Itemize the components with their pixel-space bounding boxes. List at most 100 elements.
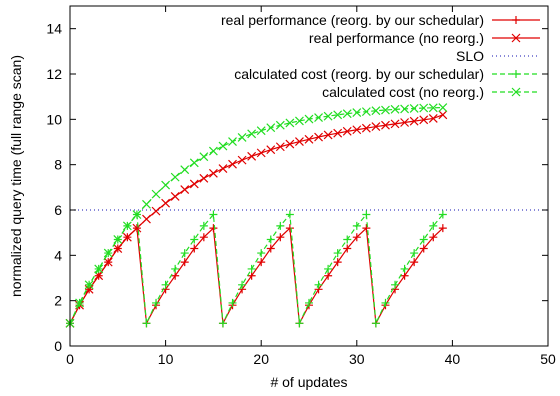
data-point (371, 106, 381, 116)
data-point (171, 264, 180, 273)
legend-label: real performance (reorg. by our schedula… (221, 12, 484, 28)
x-tick-label: 10 (158, 351, 174, 367)
data-point (295, 319, 304, 328)
data-point (257, 258, 266, 267)
data-point (247, 151, 257, 161)
data-point (419, 115, 429, 125)
legend: real performance (reorg. by our schedula… (221, 12, 540, 100)
data-point (180, 185, 190, 195)
data-point (428, 114, 438, 123)
data-point (151, 206, 161, 216)
data-point (381, 105, 390, 115)
data-point (342, 109, 352, 119)
data-point (391, 280, 400, 289)
data-point (256, 126, 266, 136)
data-point (429, 233, 438, 242)
y-tick-label: 14 (46, 21, 62, 37)
legend-marker (512, 16, 520, 24)
data-point (238, 280, 247, 289)
data-point (75, 298, 84, 307)
data-point (304, 114, 314, 124)
data-point (390, 104, 400, 114)
legend-label: real performance (no reorg.) (309, 30, 484, 46)
series-line-4 (69, 106, 443, 324)
data-point (428, 103, 438, 113)
data-point (409, 104, 419, 113)
data-point (256, 148, 266, 158)
data-point (285, 139, 295, 149)
y-axis-label: normalized query time (full range scan) (8, 55, 24, 297)
x-tick-label: 40 (445, 351, 461, 367)
data-point (189, 158, 199, 168)
data-point (123, 221, 132, 230)
data-point (247, 129, 257, 139)
data-point (218, 141, 228, 151)
data-point (132, 210, 141, 219)
data-point (94, 271, 103, 280)
y-tick-label: 10 (46, 111, 62, 127)
data-point (371, 122, 381, 132)
data-point (228, 159, 237, 169)
data-point (180, 165, 190, 175)
data-point (352, 108, 362, 117)
y-tick-label: 12 (46, 66, 62, 82)
data-point (275, 120, 285, 130)
data-point (266, 235, 275, 244)
data-point (305, 298, 313, 307)
y-tick-label: 2 (54, 293, 62, 309)
data-point (142, 319, 151, 328)
data-point (189, 179, 199, 189)
data-point (152, 298, 161, 307)
data-point (352, 221, 361, 230)
data-point (410, 249, 419, 258)
data-point (123, 233, 132, 242)
data-point (381, 120, 390, 130)
data-point (361, 107, 371, 117)
data-point (171, 271, 180, 280)
data-point (342, 126, 352, 136)
data-point (208, 146, 218, 156)
data-point (199, 173, 209, 183)
data-point (419, 235, 428, 244)
data-point (199, 152, 209, 162)
data-point (132, 224, 141, 233)
data-point (218, 164, 228, 173)
data-point (400, 104, 410, 114)
data-point (266, 145, 276, 155)
data-point (409, 116, 419, 126)
data-point (247, 271, 256, 280)
data-point (228, 298, 237, 307)
data-point (314, 113, 323, 122)
data-point (199, 233, 208, 242)
x-axis-label: # of updates (270, 374, 347, 390)
data-point (304, 134, 314, 144)
data-point (209, 224, 218, 233)
data-point (142, 199, 151, 209)
data-point (209, 210, 218, 219)
data-point (352, 125, 362, 135)
data-point (161, 280, 170, 289)
legend-marker (511, 33, 521, 43)
data-point (208, 168, 218, 178)
data-point (343, 235, 352, 244)
data-point (410, 258, 419, 267)
data-point (247, 264, 256, 273)
legend-label: calculated cost (no reorg.) (322, 84, 484, 100)
data-point (257, 249, 266, 258)
data-point (228, 137, 237, 146)
data-point (180, 249, 189, 258)
data-point (295, 116, 304, 126)
data-point (85, 280, 94, 289)
data-point (352, 233, 361, 242)
data-point (266, 244, 275, 253)
data-point (438, 110, 448, 120)
data-point (104, 249, 113, 258)
data-point (113, 244, 122, 253)
x-tick-label: 20 (253, 351, 269, 367)
data-point (151, 189, 161, 199)
data-point (161, 180, 171, 190)
series-line-0 (69, 226, 444, 326)
data-point (362, 210, 371, 219)
data-point (275, 142, 285, 152)
